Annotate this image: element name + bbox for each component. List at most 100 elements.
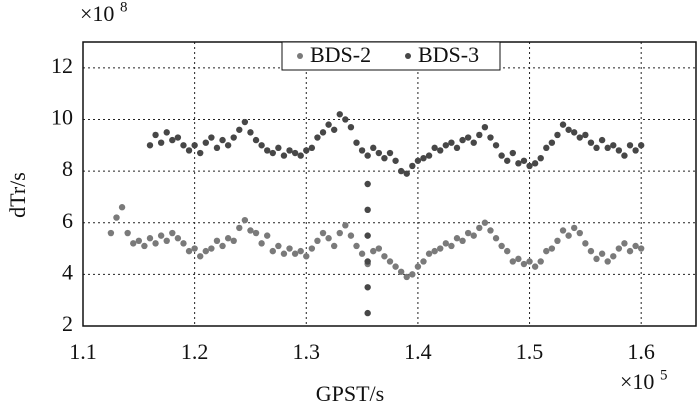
plot-frame	[82, 41, 697, 327]
data-point	[559, 121, 567, 128]
data-point	[481, 124, 489, 131]
data-point	[224, 142, 232, 149]
data-point	[543, 247, 550, 255]
y-tick-label: 2	[62, 311, 73, 336]
data-point	[554, 237, 561, 244]
data-point	[375, 149, 383, 157]
data-point	[487, 134, 494, 141]
data-point	[269, 149, 276, 157]
data-point	[610, 142, 617, 149]
data-point	[604, 258, 611, 265]
data-point	[157, 139, 165, 146]
data-point	[414, 263, 422, 270]
data-point	[565, 232, 572, 239]
data-point	[130, 240, 137, 247]
data-point	[314, 237, 321, 244]
data-point	[520, 157, 528, 164]
data-point	[370, 247, 377, 255]
data-point	[392, 157, 399, 164]
data-point	[252, 136, 260, 144]
data-point	[197, 253, 204, 260]
data-point	[124, 229, 131, 237]
data-point	[464, 134, 472, 141]
data-point	[280, 250, 288, 257]
data-point	[487, 227, 494, 234]
data-point	[397, 268, 405, 275]
data-point	[498, 242, 505, 250]
data-point	[118, 204, 126, 211]
data-point	[180, 240, 187, 247]
data-point	[593, 255, 600, 263]
data-point	[403, 170, 410, 177]
data-point	[632, 242, 639, 250]
data-point	[448, 242, 455, 250]
data-point	[247, 227, 254, 234]
data-point	[241, 118, 249, 126]
data-point	[308, 245, 316, 252]
data-point	[353, 139, 360, 146]
data-point	[314, 134, 321, 141]
data-point	[180, 142, 187, 149]
data-point	[146, 142, 154, 149]
data-point	[420, 258, 427, 265]
data-point	[582, 240, 589, 247]
data-point	[637, 245, 645, 252]
y-tick-label: 12	[51, 53, 73, 78]
data-point	[264, 232, 271, 239]
data-point	[364, 180, 371, 188]
x-tick-label: 1.1	[69, 339, 97, 364]
data-point	[208, 245, 215, 252]
y-tick-label: 8	[62, 156, 73, 181]
data-point	[481, 219, 489, 226]
data-point	[364, 206, 371, 214]
data-point	[330, 242, 338, 250]
data-point	[275, 144, 282, 152]
data-point	[157, 232, 165, 239]
data-point	[526, 162, 533, 170]
data-point	[174, 235, 182, 242]
data-point	[554, 131, 561, 139]
data-point	[515, 160, 522, 167]
data-point	[169, 136, 176, 144]
data-point	[571, 224, 578, 232]
data-point	[135, 237, 143, 244]
data-point	[470, 232, 477, 239]
data-point	[459, 136, 466, 144]
data-point	[531, 263, 539, 270]
data-point	[442, 142, 450, 149]
data-point	[336, 229, 343, 237]
data-point	[537, 154, 544, 162]
data-point	[375, 245, 383, 252]
data-point	[431, 247, 438, 255]
data-point	[453, 235, 461, 242]
data-point	[504, 157, 511, 164]
data-point	[370, 144, 377, 152]
data-point	[208, 134, 215, 141]
data-point	[291, 149, 299, 157]
data-point	[582, 131, 589, 139]
data-point	[531, 160, 539, 167]
data-point	[431, 144, 438, 152]
data-point	[213, 144, 221, 152]
data-point	[303, 147, 310, 154]
data-point	[169, 229, 176, 237]
data-point	[308, 144, 316, 152]
data-point	[219, 136, 226, 144]
data-point	[213, 237, 221, 244]
legend-label: BDS-3	[418, 42, 479, 67]
data-point	[610, 253, 617, 260]
data-point	[403, 273, 410, 281]
data-point	[191, 142, 198, 149]
x-multiplier-base: ×10	[620, 369, 654, 394]
data-point	[526, 258, 533, 265]
data-point	[358, 250, 366, 257]
legend-label: BDS-2	[310, 42, 371, 67]
data-point	[381, 253, 388, 260]
legend-marker	[297, 53, 303, 59]
data-point	[297, 247, 304, 255]
data-point	[347, 232, 355, 239]
data-point	[224, 235, 232, 242]
data-point	[336, 111, 343, 118]
y-tick-label: 10	[51, 105, 73, 130]
data-point	[492, 142, 500, 149]
